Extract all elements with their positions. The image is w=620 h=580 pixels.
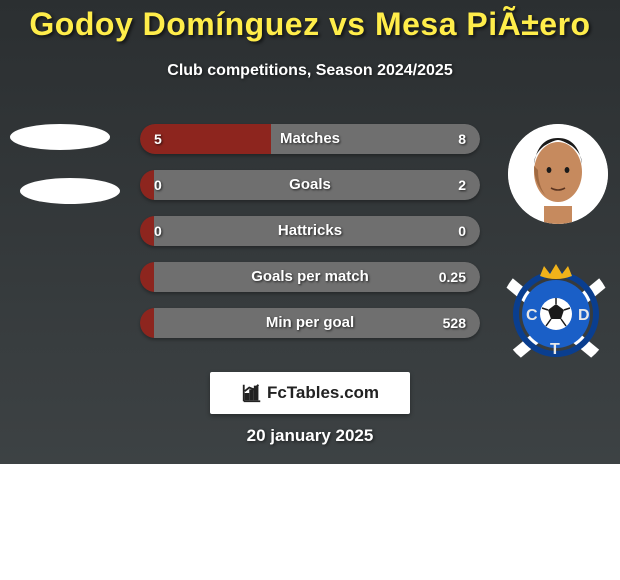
date-label: 20 january 2025 [0, 426, 620, 446]
stat-bar-right [154, 170, 480, 200]
stat-row: Hattricks00 [140, 216, 480, 246]
svg-text:T: T [550, 341, 560, 358]
brand-label: FcTables.com [267, 383, 379, 403]
stat-row: Goals per match0.25 [140, 262, 480, 292]
club-crest-icon: C D T [500, 258, 612, 370]
stat-bar-track [140, 262, 480, 292]
stat-bar-left [140, 170, 154, 200]
page-root: Godoy Domínguez vs Mesa PiÃ±ero Club com… [0, 0, 620, 580]
player-right-avatar [508, 124, 608, 224]
stat-row: Matches58 [140, 124, 480, 154]
stat-value-right: 0 [458, 216, 466, 246]
brand-box[interactable]: FcTables.com [210, 372, 410, 414]
stat-value-left: 0 [154, 170, 162, 200]
stat-value-left: 0 [154, 216, 162, 246]
player-left-avatar [10, 124, 110, 150]
page-subtitle: Club competitions, Season 2024/2025 [0, 62, 620, 80]
page-title: Godoy Domínguez vs Mesa PiÃ±ero [0, 6, 620, 43]
stat-bar-right [154, 262, 480, 292]
svg-text:D: D [578, 307, 590, 324]
player-face-icon [508, 124, 608, 224]
stat-value-left: 5 [154, 124, 162, 154]
club-right-crest: C D T [500, 258, 612, 370]
stat-bar-right [154, 216, 480, 246]
stat-bar-right [154, 308, 480, 338]
stat-bar-left [140, 216, 154, 246]
stat-value-right: 528 [443, 308, 466, 338]
stat-bar-track [140, 308, 480, 338]
stat-row: Min per goal528 [140, 308, 480, 338]
svg-text:C: C [526, 307, 538, 324]
brand-chart-icon [241, 382, 263, 404]
stat-bar-track [140, 170, 480, 200]
club-left-crest [20, 178, 120, 204]
stat-bar-right [271, 124, 480, 154]
stats-bars: Matches58Goals02Hattricks00Goals per mat… [140, 124, 480, 354]
stat-value-right: 8 [458, 124, 466, 154]
stat-bar-track [140, 124, 480, 154]
stat-bar-left [140, 262, 154, 292]
stat-bar-left [140, 308, 154, 338]
stat-bar-track [140, 216, 480, 246]
stat-row: Goals02 [140, 170, 480, 200]
stat-value-right: 0.25 [439, 262, 466, 292]
stat-value-right: 2 [458, 170, 466, 200]
